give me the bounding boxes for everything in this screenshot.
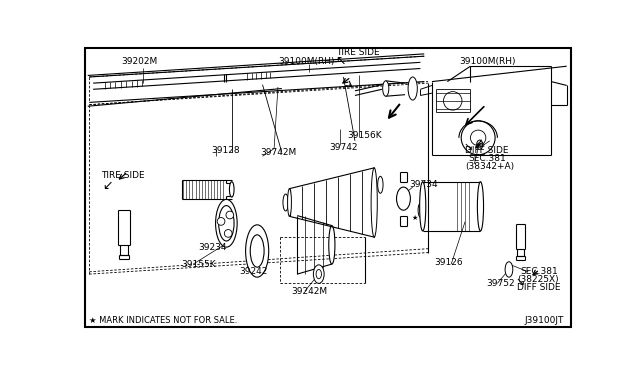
Ellipse shape [418, 203, 422, 217]
Text: ↘: ↘ [516, 277, 525, 287]
Text: 39742: 39742 [330, 142, 358, 151]
Ellipse shape [219, 206, 234, 241]
Circle shape [217, 218, 225, 225]
Text: J39100JT: J39100JT [524, 316, 564, 325]
Ellipse shape [329, 225, 335, 264]
Text: 39128: 39128 [211, 147, 239, 155]
Text: DIFF SIDE: DIFF SIDE [465, 147, 509, 155]
Text: TIRE SIDE: TIRE SIDE [101, 171, 145, 180]
Ellipse shape [283, 194, 289, 211]
Text: 39100M(RH): 39100M(RH) [459, 57, 515, 66]
Text: ↖: ↖ [336, 55, 346, 68]
Text: ↙: ↙ [102, 179, 113, 192]
Text: 39734: 39734 [409, 180, 438, 189]
Text: 39202M: 39202M [122, 57, 158, 66]
Ellipse shape [477, 182, 484, 231]
Text: ★ MARK INDICATES NOT FOR SALE.: ★ MARK INDICATES NOT FOR SALE. [90, 316, 237, 325]
Text: TIRE SIDE: TIRE SIDE [336, 48, 380, 57]
Ellipse shape [420, 182, 426, 231]
Text: 39234: 39234 [198, 243, 227, 251]
Ellipse shape [477, 140, 483, 150]
Ellipse shape [408, 77, 417, 100]
Text: DIFF SIDE: DIFF SIDE [517, 283, 561, 292]
Text: 39752: 39752 [486, 279, 515, 288]
Circle shape [225, 230, 232, 237]
Text: ★: ★ [412, 215, 418, 221]
Text: 39242M: 39242M [291, 286, 327, 295]
Text: 39126: 39126 [435, 258, 463, 267]
Text: 39156K: 39156K [348, 131, 382, 140]
Text: (38225X): (38225X) [517, 275, 559, 284]
Ellipse shape [230, 182, 234, 197]
Ellipse shape [250, 235, 264, 267]
Text: 39155K: 39155K [182, 260, 216, 269]
Text: 39100M(RH): 39100M(RH) [278, 57, 335, 66]
Text: ↘: ↘ [463, 142, 473, 152]
Ellipse shape [378, 176, 383, 193]
Ellipse shape [316, 269, 321, 279]
Text: 39242: 39242 [239, 267, 268, 276]
Ellipse shape [216, 199, 237, 247]
Ellipse shape [383, 81, 389, 96]
Text: (38342+A): (38342+A) [465, 162, 514, 171]
Ellipse shape [287, 189, 291, 217]
Text: SEC.381: SEC.381 [520, 267, 558, 276]
Ellipse shape [397, 187, 410, 210]
Ellipse shape [371, 168, 378, 237]
Circle shape [226, 211, 234, 219]
Ellipse shape [246, 225, 269, 277]
Text: SEC.381: SEC.381 [468, 154, 506, 163]
Text: 39742M: 39742M [260, 148, 296, 157]
Ellipse shape [505, 262, 513, 277]
Ellipse shape [314, 265, 324, 283]
